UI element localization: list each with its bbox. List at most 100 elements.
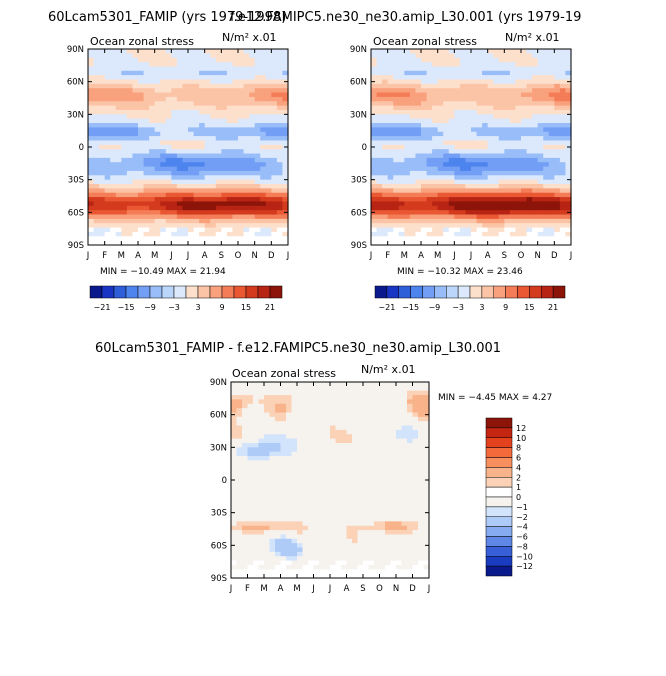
heatmap-cell — [443, 184, 450, 189]
heatmap-cell — [330, 408, 337, 414]
heatmap-cell — [215, 166, 222, 172]
heatmap-cell — [104, 83, 111, 89]
heatmap-cell — [515, 170, 522, 176]
heatmap-cell — [210, 136, 217, 142]
heatmap-cell — [390, 495, 397, 501]
heatmap-cell — [308, 469, 315, 475]
heatmap-cell — [471, 188, 478, 194]
heatmap-cell — [565, 175, 572, 181]
heatmap-cell — [286, 412, 293, 418]
heatmap-cell — [409, 166, 417, 172]
heatmap-cell — [115, 57, 122, 63]
heatmap-cell — [390, 538, 397, 544]
heatmap-cell — [412, 521, 419, 527]
heatmap-cell — [515, 210, 522, 216]
heatmap-cell — [199, 118, 206, 124]
heatmap-cell — [99, 166, 106, 172]
heatmap-cell — [231, 560, 238, 566]
heatmap-cell — [415, 109, 422, 115]
heatmap-cell — [291, 551, 298, 557]
heatmap-cell — [324, 551, 331, 557]
colorbar-label: 9 — [503, 303, 508, 312]
colorbar-label: −21 — [94, 303, 111, 312]
heatmap-cell — [221, 236, 228, 242]
heatmap-cell — [346, 429, 353, 435]
heatmap-cell — [504, 49, 511, 54]
heatmap-cell — [532, 109, 539, 115]
heatmap-cell — [99, 118, 106, 124]
heatmap-cell — [269, 403, 276, 409]
heatmap-cell — [341, 460, 348, 466]
heatmap-cell — [297, 438, 304, 444]
heatmap-cell — [115, 231, 122, 237]
heatmap-cell — [379, 473, 386, 479]
heatmap-cell — [465, 49, 472, 54]
heatmap-cell — [482, 179, 489, 185]
heatmap-cell — [193, 79, 200, 85]
heatmap-cell — [401, 412, 408, 418]
heatmap-cell — [459, 75, 467, 81]
x-tick-label: J — [569, 251, 573, 261]
heatmap-cell — [498, 131, 505, 137]
heatmap-cell — [352, 543, 359, 549]
heatmap-cell — [93, 101, 100, 107]
heatmap-cell — [565, 66, 572, 72]
heatmap-cell — [271, 149, 278, 155]
heatmap-cell — [182, 201, 189, 207]
heatmap-cell — [210, 131, 217, 137]
heatmap-cell — [221, 170, 228, 176]
heatmap-cell — [487, 92, 494, 98]
heatmap-cell — [459, 62, 467, 68]
heatmap-cell — [271, 49, 278, 54]
heatmap-cell — [269, 421, 276, 427]
heatmap-cell — [199, 123, 206, 128]
heatmap-cell — [93, 236, 100, 242]
heatmap-cell — [352, 464, 359, 470]
heatmap-cell — [99, 210, 106, 216]
heatmap-cell — [404, 149, 411, 155]
heatmap-cell — [537, 214, 544, 220]
heatmap-cell — [199, 75, 206, 81]
heatmap-cell — [232, 79, 239, 85]
heatmap-cell — [258, 408, 265, 414]
heatmap-cell — [363, 460, 370, 466]
heatmap-cell — [193, 197, 200, 203]
heatmap-cell — [398, 197, 405, 203]
heatmap-cell — [126, 66, 134, 72]
heatmap-cell — [275, 495, 282, 501]
heatmap-cell — [382, 197, 389, 203]
heatmap-cell — [357, 547, 364, 553]
heatmap-cell — [99, 205, 106, 211]
heatmap-cell — [258, 569, 265, 575]
heatmap-cell — [515, 70, 522, 76]
heatmap-cell — [138, 197, 145, 203]
heatmap-cell — [254, 175, 261, 181]
heatmap-cell — [253, 508, 260, 514]
heatmap-cell — [357, 442, 364, 448]
heatmap-cell — [341, 438, 348, 444]
heatmap-cell — [487, 96, 494, 102]
heatmap-cell — [374, 447, 381, 453]
heatmap-cell — [254, 105, 261, 111]
heatmap-cell — [188, 92, 195, 98]
heatmap-cell — [421, 79, 428, 85]
heatmap-cell — [297, 477, 304, 483]
heatmap-cell — [264, 412, 271, 418]
heatmap-cell — [165, 79, 172, 85]
heatmap-cell — [387, 75, 394, 81]
heatmap-cell — [390, 386, 397, 392]
heatmap-cell — [482, 175, 489, 181]
heatmap-cell — [254, 83, 261, 89]
heatmap-cell — [143, 170, 150, 176]
colorbar-label: 21 — [548, 303, 558, 312]
heatmap-cell — [487, 184, 494, 189]
heatmap-cell — [258, 551, 265, 557]
heatmap-cell — [258, 495, 265, 501]
x-tick-label: A — [202, 251, 208, 261]
heatmap-cell — [335, 512, 342, 518]
heatmap-cell — [313, 525, 320, 531]
heatmap-cell — [521, 136, 528, 142]
heatmap-cell — [88, 162, 95, 168]
heatmap-cell — [448, 179, 455, 185]
heatmap-cell — [565, 114, 572, 120]
